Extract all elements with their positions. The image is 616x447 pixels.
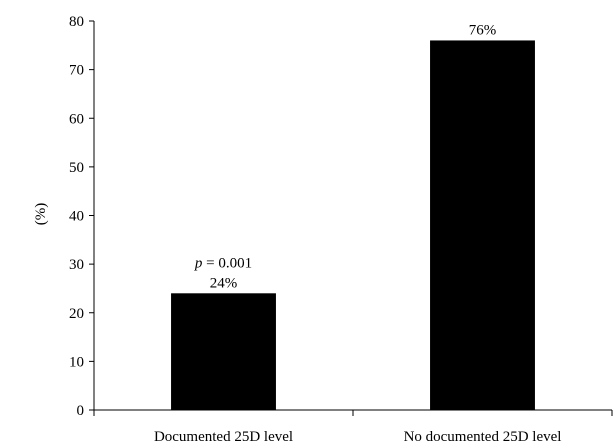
x-category-label: Documented 25D level	[154, 429, 293, 445]
y-tick-label: 0	[77, 403, 85, 419]
bar	[171, 293, 276, 410]
x-category-label: No documented 25D level	[404, 429, 562, 445]
y-tick-label: 50	[69, 160, 84, 176]
y-axis: 0 10 20 30 40 50 60 70 80	[69, 14, 95, 419]
y-tick-label: 40	[69, 209, 84, 225]
p-value-text: = 0.001	[202, 255, 252, 271]
y-tick-label: 60	[69, 111, 84, 127]
x-axis: Documented 25D level No documented 25D le…	[93, 409, 613, 445]
y-tick-label: 10	[69, 354, 84, 370]
bar-value-label: 24%	[210, 275, 238, 291]
p-value-annotation: p = 0.001	[194, 255, 252, 271]
bars	[171, 40, 535, 410]
y-axis-title: (%)	[33, 203, 49, 226]
bar	[430, 40, 535, 410]
bar-value-label: 76%	[469, 22, 497, 38]
y-tick-label: 70	[69, 63, 84, 79]
y-tick-label: 80	[69, 14, 84, 30]
y-tick-label: 30	[69, 257, 84, 273]
p-symbol: p	[194, 255, 203, 271]
data-labels: 24% p = 0.001 76%	[194, 22, 496, 291]
y-tick-label: 20	[69, 306, 84, 322]
